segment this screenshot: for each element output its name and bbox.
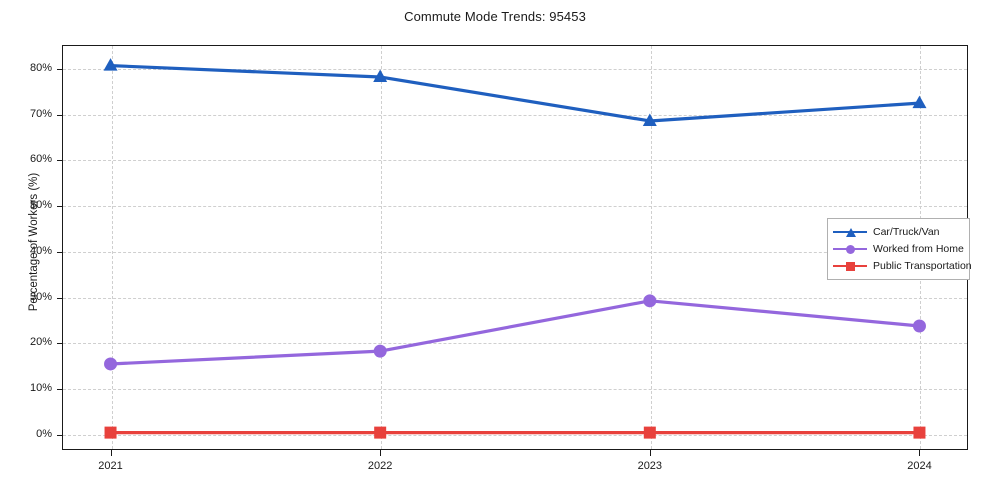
x-tick-mark [380,450,382,456]
y-tick-mark [57,206,63,208]
gridline-vertical [381,46,383,449]
gridline-horizontal [63,297,967,299]
x-tick-label: 2023 [637,460,663,472]
y-tick-label: 50% [29,199,52,212]
legend-label-worked-from-home: Worked from Home [873,242,964,255]
chart-legend: Car/Truck/Van Worked from Home Public Tr… [827,218,972,280]
y-tick-label: 20% [29,336,52,349]
x-tick-mark [649,450,651,456]
x-tick-mark [110,450,112,456]
chart-title: Commute Mode Trends: 95453 [404,9,586,24]
gridline-horizontal [63,251,967,253]
legend-swatch-worked-from-home [833,241,867,257]
y-tick-label: 80% [29,61,52,74]
y-tick-label: 0% [36,427,52,440]
y-tick-mark [57,297,63,299]
y-tick-mark [57,114,63,116]
gridline-horizontal [63,114,967,116]
y-tick-label: 60% [29,153,52,166]
legend-swatch-car-truck-van [833,224,867,240]
y-tick-mark [57,434,63,436]
x-tick-label: 2021 [98,460,123,472]
y-tick-label: 10% [29,382,52,395]
y-tick-mark [57,68,63,70]
x-tick-mark [919,450,921,456]
gridline-horizontal [63,160,967,162]
y-tick-label: 70% [29,107,52,120]
legend-swatch-public-transportation [833,258,867,274]
legend-label-car-truck-van: Car/Truck/Van [873,225,940,238]
gridline-vertical [111,46,113,449]
legend-item-worked-from-home[interactable]: Worked from Home [833,240,964,257]
y-tick-mark [57,389,63,391]
gridline-horizontal [63,434,967,436]
y-tick-label: 30% [29,290,52,303]
y-tick-mark [57,251,63,253]
legend-item-car-truck-van[interactable]: Car/Truck/Van [833,223,964,240]
y-tick-mark [57,343,63,345]
gridline-horizontal [63,343,967,345]
x-tick-label: 2024 [907,460,932,472]
x-tick-label: 2022 [367,460,393,472]
legend-item-public-transportation[interactable]: Public Transportation [833,257,972,274]
y-tick-label: 40% [29,244,52,257]
gridline-horizontal [63,389,967,391]
y-tick-mark [57,160,63,162]
gridline-vertical [650,46,652,449]
gridline-horizontal [63,206,967,208]
gridline-horizontal [63,68,967,70]
legend-label-public-transportation: Public Transportation [873,259,972,272]
